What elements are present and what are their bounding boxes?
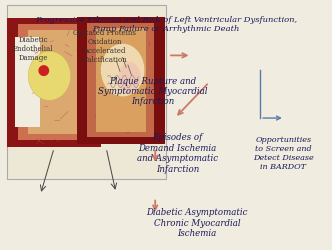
Ellipse shape (119, 62, 141, 94)
Text: Opportunities
to Screen and
Detect Disease
in BARDOT: Opportunities to Screen and Detect Disea… (253, 136, 314, 172)
Bar (7, 18, 15, 147)
Text: Progressive Fibrosis and Risk of Left Ventricular Dysfunction,
Pump Failure or A: Progressive Fibrosis and Risk of Left Ve… (35, 16, 297, 33)
Text: Plaque Rupture and
Symptomatic Myocardial
Infarction: Plaque Rupture and Symptomatic Myocardia… (98, 76, 208, 106)
Ellipse shape (28, 51, 71, 100)
Bar (87, 23, 154, 138)
Text: Diabetic
Endothelial
Damage: Diabetic Endothelial Damage (13, 36, 53, 62)
Ellipse shape (101, 43, 145, 97)
Bar (28, 30, 81, 134)
Bar (7, 37, 40, 128)
Bar (7, 18, 101, 147)
Text: Episodes of
Demand Ischemia
and Asymptomatic
Infarction: Episodes of Demand Ischemia and Asymptom… (137, 134, 218, 174)
Bar (96, 28, 146, 132)
Bar (18, 24, 90, 140)
Circle shape (39, 66, 48, 76)
Text: Glycated Proteins
Oxidation
Accelerated
Calcification: Glycated Proteins Oxidation Accelerated … (73, 29, 136, 64)
Bar (77, 16, 165, 144)
Text: Diabetic Asymptomatic
Chronic Myocardial
Ischemia: Diabetic Asymptomatic Chronic Myocardial… (146, 208, 248, 238)
Bar (7, 5, 166, 179)
